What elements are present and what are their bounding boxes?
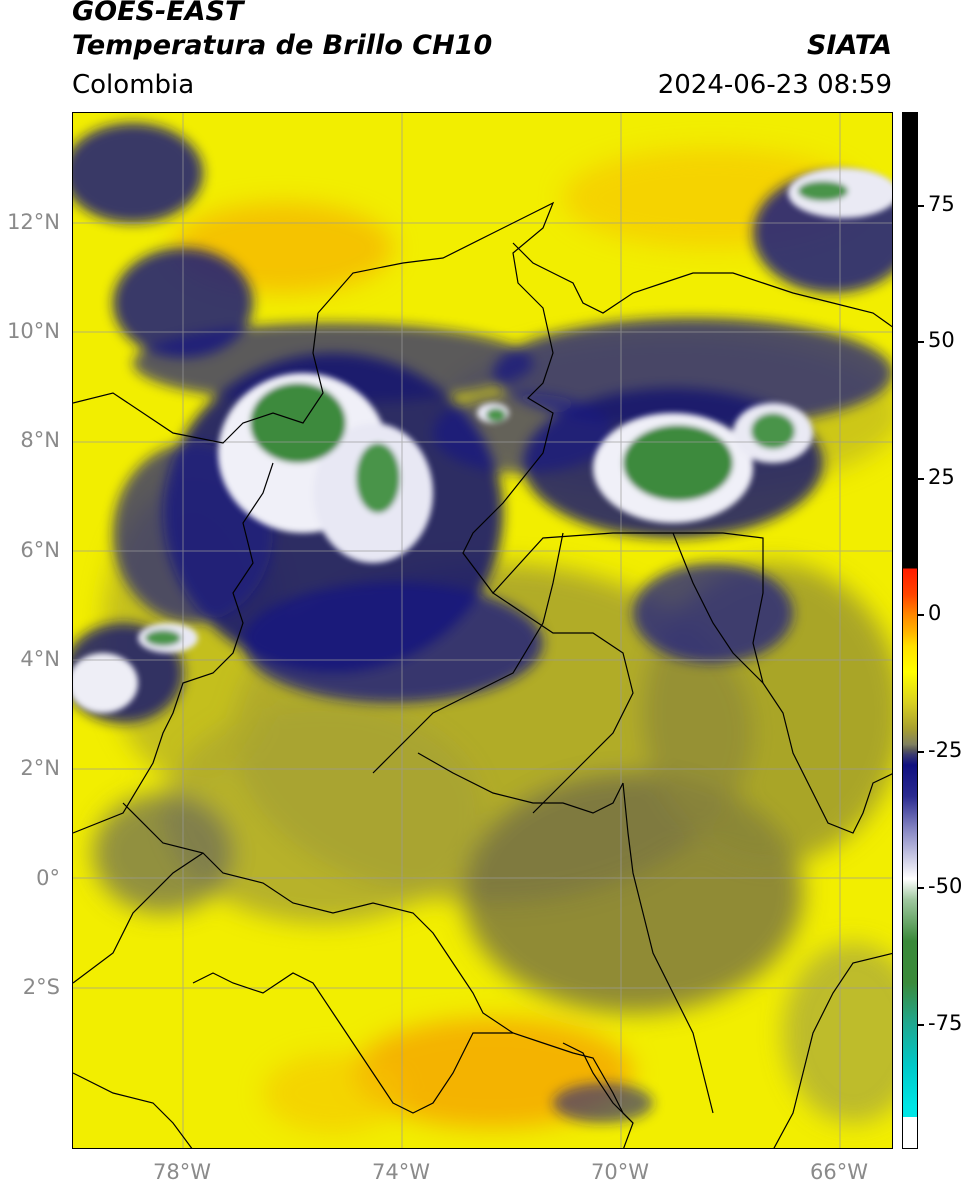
colorbar-tick-50 (918, 341, 924, 343)
lon-label-74w: 74°W (372, 1160, 430, 1184)
lon-label-70w: 70°W (591, 1160, 649, 1184)
product-title: Temperatura de Brillo CH10 (72, 30, 493, 61)
satellite-map[interactable] (72, 112, 893, 1149)
lat-label-12n: 12°N (7, 210, 60, 234)
colorbar (902, 112, 918, 1149)
colorbar-label-minus25: -25 (928, 738, 963, 762)
colorbar-label-75: 75 (928, 192, 955, 216)
colorbar-label-0: 0 (928, 601, 942, 625)
lon-label-78w: 78°W (153, 1160, 211, 1184)
source-label: SIATA (806, 30, 892, 61)
region-label: Colombia (72, 70, 195, 100)
colorbar-tick-25 (918, 478, 924, 480)
map-canvas (73, 113, 892, 1148)
lat-label-2n: 2°N (20, 756, 60, 780)
colorbar-label-minus75: -75 (928, 1011, 963, 1035)
lat-label-10n: 10°N (7, 319, 60, 343)
lon-label-66w: 66°W (810, 1160, 868, 1184)
colorbar-tick-75 (918, 205, 924, 207)
colorbar-label-minus50: -50 (928, 874, 963, 898)
colorbar-tick-0 (918, 614, 924, 616)
lat-label-2s: 2°S (22, 975, 60, 999)
lat-label-8n: 8°N (20, 428, 60, 452)
colorbar-label-25: 25 (928, 465, 955, 489)
colorbar-label-50: 50 (928, 328, 955, 352)
timestamp-label: 2024-06-23 08:59 (657, 70, 892, 100)
lat-label-0: 0° (36, 866, 60, 890)
colorbar-tick-minus75 (918, 1024, 924, 1026)
lat-label-4n: 4°N (20, 647, 60, 671)
colorbar-tick-minus25 (918, 751, 924, 753)
lat-label-6n: 6°N (20, 538, 60, 562)
satellite-title: GOES-EAST (72, 0, 244, 27)
boundaries (73, 201, 892, 1148)
colorbar-tick-minus50 (918, 887, 924, 889)
